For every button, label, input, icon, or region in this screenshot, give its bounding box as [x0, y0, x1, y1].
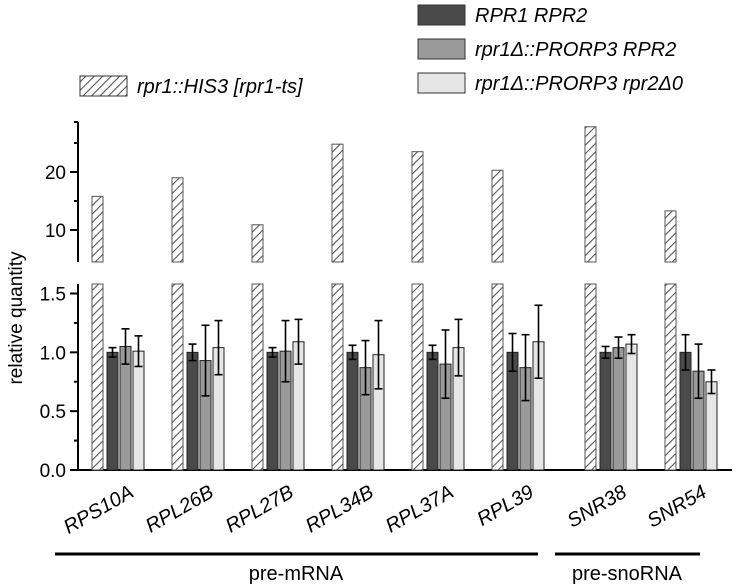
y-tick-label: 1.0	[40, 343, 66, 364]
bar-hatched-lower	[664, 283, 677, 471]
legend-label: RPR1 RPR2	[475, 5, 587, 27]
bar	[705, 381, 718, 471]
bar	[266, 351, 279, 471]
legend: rpr1::HIS3 [rpr1-ts] RPR1 RPR2rpr1Δ::PROR…	[79, 4, 683, 98]
bars	[91, 126, 718, 471]
group-label: pre-mRNA	[249, 563, 344, 585]
legend-label: rpr1Δ::PRORP3 RPR2	[475, 39, 676, 61]
bar	[106, 351, 119, 471]
bar-hatched-lower	[91, 283, 104, 471]
category-label: RPL37A	[382, 481, 458, 537]
y-tick-label: 0.5	[40, 402, 66, 423]
legend-swatch	[417, 72, 466, 94]
bar	[346, 351, 359, 471]
bar-hatched-upper	[171, 177, 184, 263]
bar	[119, 345, 132, 471]
bar	[599, 351, 612, 471]
legend-label: rpr1Δ::PRORP3 rpr2Δ0	[475, 73, 683, 95]
bar	[612, 347, 625, 471]
y-tick-label: 20	[45, 163, 66, 184]
bar	[426, 351, 439, 471]
bar-hatched-lower	[491, 283, 504, 471]
legend-swatch	[417, 38, 466, 60]
category-labels: RPS10A RPL26B RPL27B RPL34B RPL37A RPL39 SNR38…	[60, 481, 710, 538]
group-brackets: pre-mRNA pre-snoRNA	[55, 552, 700, 585]
category-label: RPL26B	[142, 481, 218, 537]
error-bars	[108, 304, 716, 402]
legend-swatch	[79, 75, 128, 97]
category-label: SNR38	[564, 481, 631, 532]
bar-hatched-upper	[584, 126, 597, 263]
bar-hatched-upper	[664, 210, 677, 263]
y-axis-label: relative quantity	[6, 251, 27, 385]
category-label: RPL27B	[222, 481, 298, 537]
bar-hatched-upper	[491, 169, 504, 263]
category-label: RPL39	[474, 481, 538, 531]
bar-hatched-lower	[584, 283, 597, 471]
bar-hatched-lower	[411, 283, 424, 471]
group-label: pre-snoRNA	[572, 563, 683, 585]
bar-hatched-lower	[171, 283, 184, 471]
legend-label: rpr1::HIS3 [rpr1-ts]	[137, 76, 303, 98]
bar	[186, 351, 199, 471]
bar	[625, 343, 638, 471]
bar-hatched-upper	[331, 143, 344, 263]
bar-hatched-lower	[251, 283, 264, 471]
bar-hatched-upper	[91, 195, 104, 263]
y-tick-label: 10	[45, 221, 66, 242]
bar-hatched-lower	[331, 283, 344, 471]
legend-swatch	[417, 4, 466, 26]
y-tick-label: 0.0	[40, 461, 66, 482]
y-tick-label: 1.5	[40, 285, 66, 306]
bar-hatched-upper	[411, 151, 424, 263]
category-label: RPL34B	[302, 481, 378, 537]
bar-hatched-upper	[251, 224, 264, 263]
category-label: RPS10A	[60, 481, 137, 538]
bar	[132, 350, 145, 471]
category-label: SNR54	[644, 481, 711, 532]
